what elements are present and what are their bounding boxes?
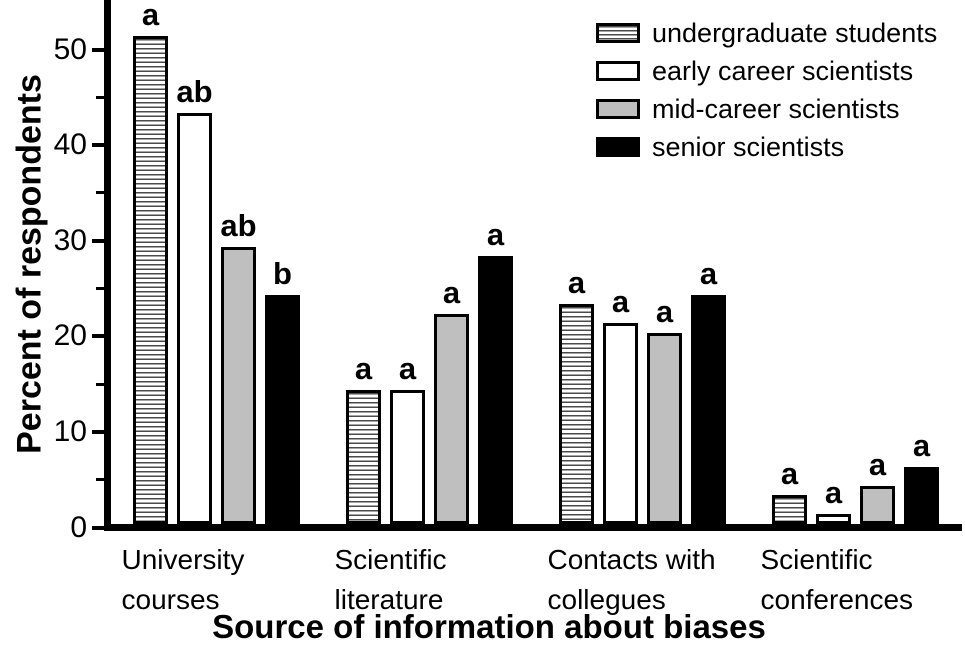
category-label-text: University courses (121, 544, 245, 615)
legend-item: mid-career scientists (596, 90, 937, 128)
bar (390, 390, 425, 524)
bar (904, 467, 939, 524)
y-tick-label: 20 (53, 319, 87, 353)
category-label-text: Contacts with collegues (547, 544, 716, 615)
legend-label: mid-career scientists (652, 93, 900, 124)
legend-swatch-hatched (596, 23, 640, 43)
legend-swatch-000000 (596, 137, 640, 157)
y-major-tick (92, 143, 104, 148)
y-minor-tick (96, 191, 104, 195)
legend-label: undergraduate students (652, 17, 938, 48)
y-minor-tick (96, 382, 104, 386)
legend-label: senior scientists (652, 131, 845, 162)
y-tick-label: 40 (53, 128, 87, 162)
sig-letter: a (912, 428, 931, 463)
y-minor-tick (96, 478, 104, 482)
x-axis-line (104, 524, 962, 531)
legend-swatch-ffffff (596, 61, 640, 81)
sig-letter: a (141, 0, 160, 32)
category-label: Scientific literature (310, 540, 550, 620)
legend-item: senior scientists (596, 128, 937, 166)
bar (860, 486, 895, 524)
sig-letter: a (442, 275, 461, 310)
legend-label: early career scientists (652, 55, 914, 86)
category-label-text: Scientific literature (334, 544, 447, 615)
sig-letter: a (868, 447, 887, 482)
y-major-tick (92, 334, 104, 339)
sig-letter: a (611, 284, 630, 319)
bar (691, 295, 726, 524)
bar (647, 333, 682, 524)
sig-letter: a (567, 265, 586, 300)
category-label-text: Scientific conferences (760, 544, 914, 615)
bar (816, 514, 851, 524)
sig-letter: ab (176, 74, 213, 109)
sig-letter: b (273, 256, 292, 291)
y-minor-tick (96, 95, 104, 99)
bar (772, 495, 807, 524)
legend-item: undergraduate students (596, 14, 937, 52)
y-tick-label: 10 (53, 414, 87, 448)
y-major-tick (92, 47, 104, 52)
y-major-tick (92, 429, 104, 434)
y-axis-line (104, 0, 111, 531)
x-axis-title: Source of information about biases (212, 608, 766, 645)
sig-letter: a (699, 256, 718, 291)
y-major-tick (92, 238, 104, 243)
category-label: University courses (97, 540, 337, 620)
legend-item: early career scientists (596, 52, 937, 90)
sig-letter: a (486, 217, 505, 252)
category-label: Contacts with collegues (523, 540, 763, 620)
bar (133, 36, 168, 524)
sig-letter: a (655, 294, 674, 329)
bar (559, 304, 594, 524)
legend-swatch-bfbfbf (596, 99, 640, 119)
legend: undergraduate students early career scien… (596, 14, 937, 166)
sig-letter: a (354, 351, 373, 386)
bar (478, 256, 513, 524)
bar (265, 295, 300, 524)
bar (434, 314, 469, 524)
y-tick-label: 30 (53, 223, 87, 257)
bar (177, 113, 212, 524)
bar (221, 247, 256, 524)
y-minor-tick (96, 287, 104, 290)
bar (603, 323, 638, 524)
sig-letter: a (824, 475, 843, 510)
bar (346, 390, 381, 524)
y-major-tick (92, 525, 104, 530)
category-label: Scientific conferences (736, 540, 965, 620)
sig-letter: a (780, 456, 799, 491)
y-tick-label: 0 (70, 510, 87, 544)
sig-letter: a (398, 351, 417, 386)
y-tick-label: 50 (53, 32, 87, 66)
sig-letter: ab (220, 208, 257, 243)
